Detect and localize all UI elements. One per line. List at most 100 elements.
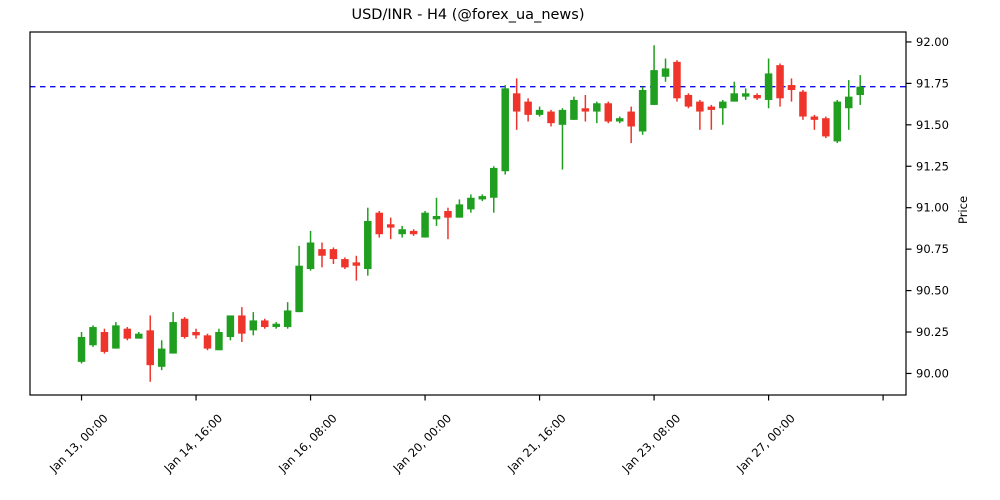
candles-layer: [77, 45, 864, 382]
candle-body: [696, 101, 704, 112]
y-tick-label: 90.75: [916, 242, 949, 256]
candle: [558, 108, 567, 170]
candle: [810, 114, 819, 130]
candle-body: [753, 94, 761, 99]
candle: [673, 60, 681, 102]
candle-body: [421, 212, 429, 238]
candle: [341, 257, 349, 270]
candle-body: [123, 328, 132, 339]
candle: [844, 80, 853, 130]
candle-body: [547, 111, 555, 124]
candle-body: [444, 211, 452, 218]
candle-body: [329, 249, 338, 260]
candle: [535, 106, 544, 117]
candle: [730, 81, 738, 102]
candle-body: [684, 94, 693, 107]
y-tick-label: 90.00: [916, 366, 949, 380]
candle-body: [146, 330, 154, 366]
candle: [650, 45, 658, 105]
candle-body: [89, 327, 97, 346]
candle-body: [260, 320, 269, 328]
candle: [89, 325, 97, 347]
candle-body: [570, 99, 578, 120]
candle-body: [512, 93, 521, 112]
candle: [283, 302, 292, 329]
candle: [169, 312, 177, 354]
candle: [409, 229, 418, 236]
candle: [146, 315, 154, 382]
candle: [272, 322, 280, 329]
candle-body: [478, 196, 487, 200]
x-tick-label: Jan 27, 00:00: [733, 411, 798, 476]
candle: [822, 116, 830, 139]
candle-body: [810, 116, 819, 120]
candle: [719, 99, 727, 125]
candle: [707, 104, 716, 130]
candle: [776, 63, 784, 107]
y-tick-label: 91.00: [916, 201, 949, 215]
candle: [226, 315, 235, 341]
candle: [833, 99, 842, 144]
candle-body: [593, 103, 601, 112]
candle: [249, 312, 258, 336]
y-tick-label: 91.25: [916, 159, 949, 173]
candle: [135, 332, 143, 339]
x-tick-label: Jan 16, 08:00: [275, 411, 340, 476]
candle-body: [432, 215, 441, 220]
candle-body: [364, 220, 372, 270]
candle-body: [100, 332, 109, 352]
candle: [593, 101, 601, 124]
y-tick-label: 91.50: [916, 118, 949, 132]
candle: [260, 318, 269, 329]
candle: [364, 207, 372, 276]
candle-body: [112, 325, 120, 349]
candle: [192, 328, 200, 339]
candle-body: [169, 322, 177, 354]
candle-body: [627, 111, 635, 127]
candle-body: [650, 70, 658, 105]
candle: [512, 78, 521, 130]
candle-body: [409, 230, 418, 235]
candle-body: [581, 108, 590, 112]
candle-body: [490, 167, 498, 198]
candle-body: [398, 229, 406, 235]
candle: [386, 217, 395, 240]
candle-body: [203, 335, 212, 349]
candle-body: [638, 90, 647, 132]
x-tick-label: Jan 14, 16:00: [161, 411, 226, 476]
candle: [306, 230, 315, 271]
x-tick-label: Jan 20, 00:00: [390, 411, 455, 476]
candle: [696, 99, 704, 130]
candle: [329, 247, 338, 265]
candle-body: [341, 259, 349, 268]
candle-body: [467, 197, 475, 210]
candle-body: [730, 93, 738, 102]
candle: [100, 328, 109, 354]
candle-body: [615, 118, 624, 122]
candle-body: [295, 265, 303, 313]
candle: [684, 93, 693, 109]
candle-body: [822, 118, 830, 137]
candle: [112, 322, 120, 349]
candle-body: [352, 262, 361, 266]
candle: [295, 245, 303, 313]
candle-body: [283, 310, 292, 328]
candle: [455, 199, 464, 218]
candle-body: [318, 249, 326, 256]
candle: [615, 116, 624, 124]
candle: [570, 96, 578, 120]
y-tick-label: 92.00: [916, 35, 949, 49]
candle-body: [192, 332, 200, 336]
candle-body: [226, 315, 235, 337]
candle-body: [558, 109, 567, 125]
candle: [627, 106, 635, 144]
candle-body: [856, 86, 864, 95]
candle: [478, 194, 487, 202]
candle: [444, 207, 452, 240]
candle: [604, 101, 613, 124]
candle: [77, 332, 86, 364]
candle-body: [272, 323, 280, 328]
candle: [490, 166, 498, 213]
